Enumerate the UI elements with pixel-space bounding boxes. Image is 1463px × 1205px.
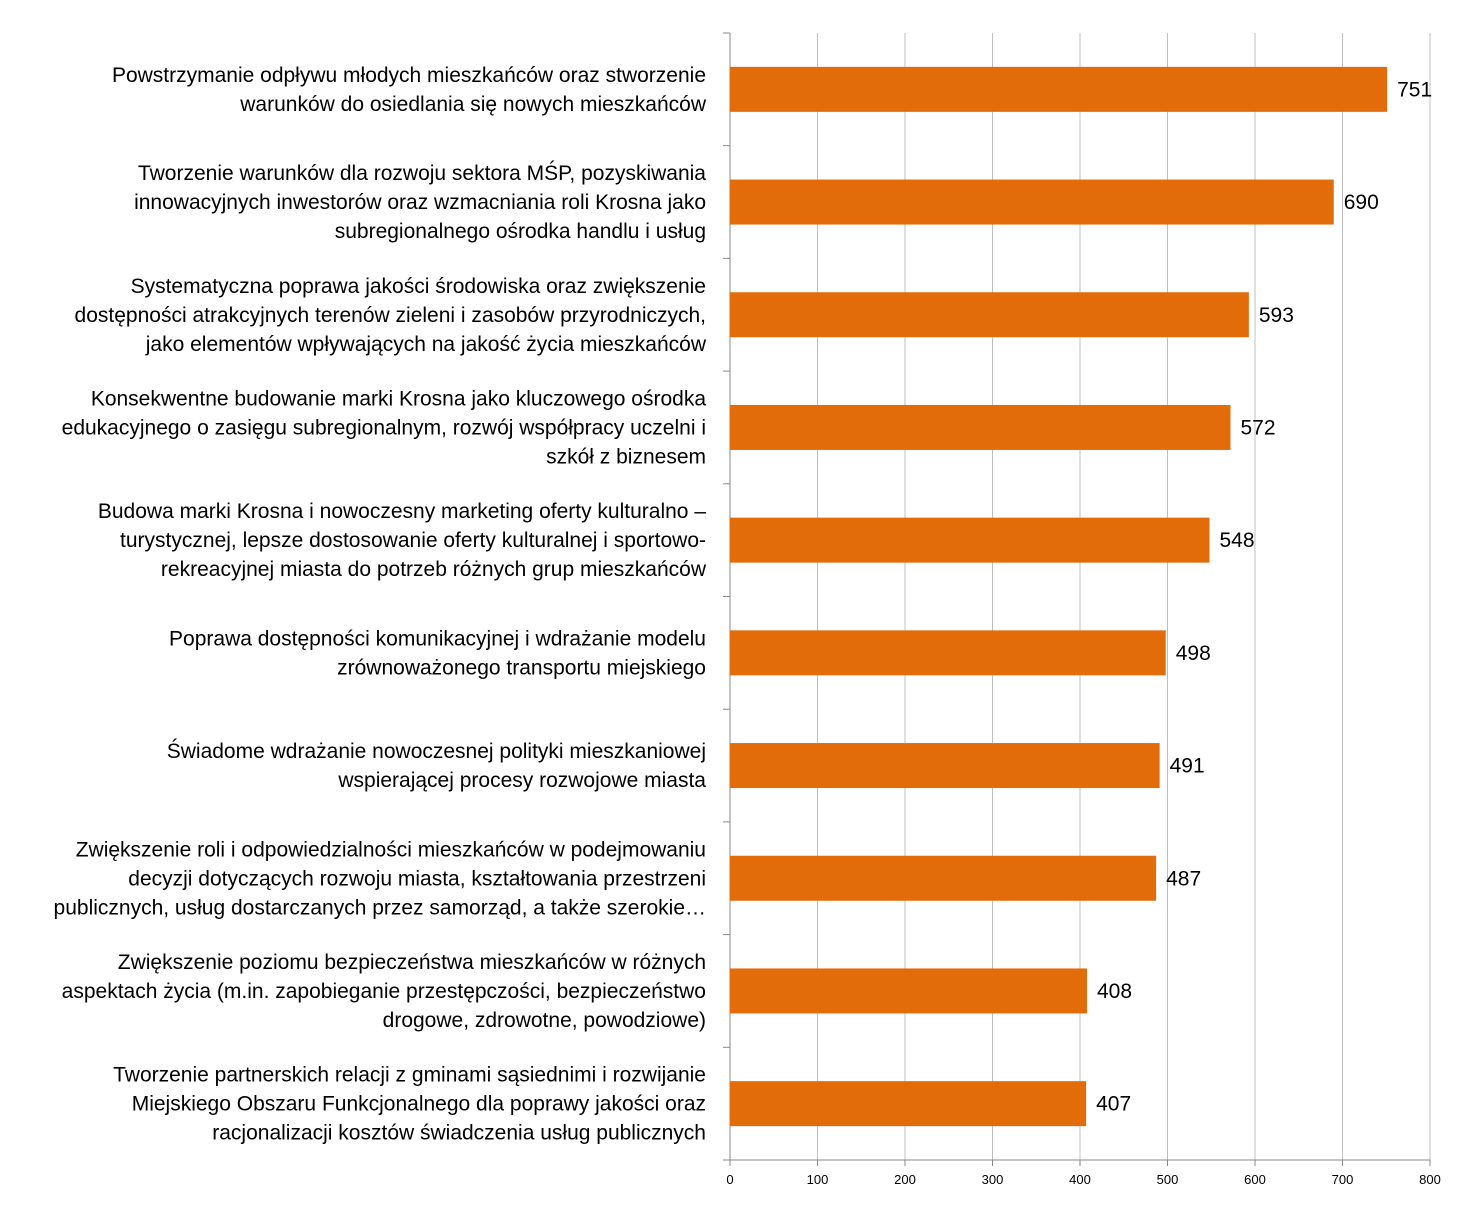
category-label-line: Zwiększenie poziomu bezpieczeństwa miesz… [118, 951, 706, 974]
data-label: 487 [1166, 867, 1201, 890]
data-label: 690 [1344, 191, 1379, 214]
category-label-line: Świadome wdrażanie nowoczesnej polityki … [167, 739, 706, 763]
data-label: 491 [1170, 755, 1205, 778]
category-label-line: Budowa marki Krosna i nowoczesny marketi… [98, 500, 706, 523]
bar [730, 179, 1334, 225]
category-label-line: zrównoważonego transportu miejskiego [337, 656, 706, 679]
bar [730, 517, 1210, 563]
x-tick-label: 100 [807, 1172, 829, 1187]
category-label-line: innowacyjnych inwestorów oraz wzmacniani… [134, 191, 706, 214]
category-label: Powstrzymanie odpływu młodych mieszkańcó… [112, 64, 707, 116]
category-label-line: aspektach życia (m.in. zapobieganie prze… [62, 980, 706, 1003]
category-label: Zwiększenie roli i odpowiedzialności mie… [54, 838, 706, 919]
category-label-line: wspierającej procesy rozwojowe miasta [337, 769, 706, 792]
bar [730, 968, 1087, 1014]
bar [730, 1081, 1087, 1127]
category-label: Tworzenie warunków dla rozwoju sektora M… [134, 161, 706, 243]
category-label-line: subregionalnego ośrodka handlu i usług [335, 220, 706, 243]
category-label-line: Tworzenie partnerskich relacji z gminami… [113, 1064, 706, 1087]
x-tick-label: 600 [1244, 1172, 1266, 1187]
bar [730, 630, 1166, 676]
x-tick-label: 400 [1069, 1172, 1091, 1187]
x-tick-label: 700 [1332, 1172, 1354, 1187]
category-label-line: szkół z biznesem [546, 445, 706, 468]
category-label-line: drogowe, zdrowotne, powodziowe) [383, 1009, 706, 1032]
category-label-line: decyzji dotyczących rozwoju miasta, kszt… [128, 867, 706, 890]
category-label-line: Zwiększenie roli i odpowiedzialności mie… [76, 838, 706, 861]
data-label: 593 [1259, 304, 1294, 327]
category-label-line: dostępności atrakcyjnych terenów zieleni… [75, 304, 706, 327]
x-tick-label: 200 [894, 1172, 916, 1187]
category-label-line: warunków do osiedlania się nowych mieszk… [239, 93, 707, 116]
category-label: Budowa marki Krosna i nowoczesny marketi… [98, 500, 707, 581]
category-label-line: Systematyczna poprawa jakości środowiska… [131, 275, 706, 298]
x-tick-label: 500 [1157, 1172, 1179, 1187]
bar [730, 743, 1160, 789]
category-label-line: turystycznej, lepsze dostosowanie oferty… [120, 529, 706, 552]
category-label: Konsekwentne budowanie marki Krosna jako… [62, 387, 707, 468]
category-label-line: racjonalizacji kosztów świadczenia usług… [212, 1122, 706, 1145]
category-label-line: edukacyjnego o zasięgu subregionalnym, r… [62, 416, 706, 439]
x-tick-label: 800 [1419, 1172, 1441, 1187]
data-label: 498 [1176, 642, 1211, 665]
data-label: 408 [1097, 980, 1132, 1003]
x-tick-label: 0 [726, 1172, 733, 1187]
bar [730, 404, 1231, 450]
category-label-line: Konsekwentne budowanie marki Krosna jako… [91, 387, 707, 410]
category-label-line: Tworzenie warunków dla rozwoju sektora M… [138, 161, 706, 185]
data-label: 407 [1096, 1093, 1131, 1116]
category-label-line: Miejskiego Obszaru Funkcjonalnego dla po… [132, 1093, 706, 1116]
bar [730, 855, 1157, 901]
data-label: 572 [1241, 416, 1276, 439]
category-label-line: jako elementów wpływających na jakość ży… [145, 333, 707, 356]
category-label-line: publicznych, usług dostarczanych przez s… [54, 896, 706, 919]
bar [730, 292, 1249, 338]
x-tick-label: 300 [982, 1172, 1004, 1187]
category-label: Świadome wdrażanie nowoczesnej polityki … [167, 739, 707, 792]
category-label: Poprawa dostępności komunikacyjnej i wdr… [169, 627, 706, 679]
category-label-line: rekreacyjnej miasta do potrzeb różnych g… [161, 558, 707, 581]
data-label: 548 [1220, 529, 1255, 552]
category-label-line: Powstrzymanie odpływu młodych mieszkańcó… [112, 64, 706, 87]
category-label: Systematyczna poprawa jakości środowiska… [75, 275, 707, 356]
category-label: Zwiększenie poziomu bezpieczeństwa miesz… [62, 951, 706, 1032]
category-label: Tworzenie partnerskich relacji z gminami… [113, 1064, 706, 1145]
data-label: 751 [1397, 78, 1432, 101]
bar [730, 66, 1388, 112]
category-label-line: Poprawa dostępności komunikacyjnej i wdr… [169, 627, 706, 650]
